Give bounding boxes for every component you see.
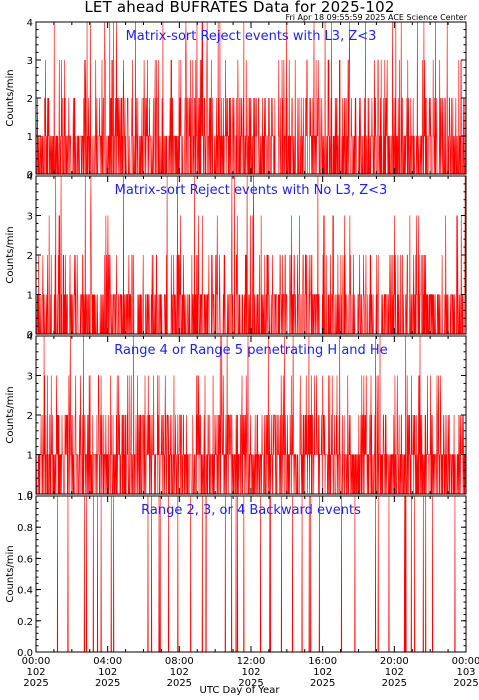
x-tick-label: 2025: [453, 678, 478, 689]
x-tick-label: 2025: [382, 678, 407, 689]
x-tick-label: 00:00: [452, 656, 479, 667]
x-tick-label: 04:00: [93, 656, 122, 667]
y-tick-label: 1: [27, 451, 33, 462]
x-tick-label: 102: [26, 667, 45, 678]
chart-panel-1: 0 1 2 3 4 Counts/min Matrix-sort Reject events…: [5, 18, 467, 181]
x-tick-label: 102: [385, 667, 404, 678]
x-tick-label: 102: [241, 667, 260, 678]
x-tick-label: 00:00: [22, 656, 51, 667]
x-tick-label: 102: [170, 667, 189, 678]
x-tick-label: 2025: [238, 678, 263, 689]
y-tick-label: 0: [27, 330, 33, 341]
y-axis-label: Counts/min: [5, 386, 16, 443]
y-tick-label: 0: [27, 170, 33, 181]
series-line: [36, 495, 466, 653]
chart-panel-3: 0 1 2 3 4 Counts/min Range 4 or Range 5 penetr…: [5, 332, 467, 501]
y-tick-label: 2: [27, 94, 33, 105]
x-tick-label: 20:00: [380, 656, 409, 667]
y-tick-label: 1: [27, 132, 33, 143]
x-axis-label: UTC Day of Year: [199, 685, 280, 696]
y-tick-label: 3: [27, 56, 33, 67]
chart-panel-2: 0 1 2 3 4 Counts/min Matrix-sort Reject events…: [5, 172, 467, 341]
series-line: [36, 21, 466, 175]
y-axis-label: Counts/min: [5, 226, 16, 283]
x-tick-label: 103: [456, 667, 475, 678]
x-tick-label: 2025: [167, 678, 192, 689]
x-tick-label: 2025: [95, 678, 120, 689]
y-tick-label: 0.0: [17, 648, 33, 659]
y-tick-label: 0.8: [17, 523, 33, 534]
y-tick-label: 4: [27, 332, 33, 343]
series-line: [36, 175, 467, 335]
panel-title: Range 2, 3, or 4 Backward events: [141, 503, 361, 518]
panel-title: Matrix-sort Reject events with L3, Z<3: [126, 29, 377, 44]
y-tick-label: 3: [27, 372, 33, 383]
y-axis-label: Counts/min: [5, 545, 16, 602]
chart-panel-4: 0.0 0.2 0.4 0.6 0.8 1.0 Counts/min Range 2, 3, …: [5, 492, 467, 659]
panel-title: Matrix-sort Reject events with No L3, Z<…: [115, 183, 388, 198]
x-tick-label: 102: [98, 667, 117, 678]
y-tick-label: 2: [27, 411, 33, 422]
x-tick-label: 08:00: [165, 656, 194, 667]
y-tick-label: 3: [27, 212, 33, 223]
x-tick-labels: 00:00102202504:00102202508:00102202512:0…: [22, 656, 479, 689]
y-tick-label: 1: [27, 291, 33, 302]
x-tick-label: 12:00: [237, 656, 266, 667]
y-tick-label: 1.0: [17, 492, 33, 503]
y-tick-label: 0.6: [17, 554, 33, 565]
y-tick-label: 4: [27, 18, 33, 29]
panel-title: Range 4 or Range 5 penetrating H and He: [114, 343, 387, 358]
page-title: LET ahead BUFRATES Data for 2025-102: [84, 0, 395, 16]
y-axis-label: Counts/min: [5, 69, 16, 126]
x-tick-label: 102: [313, 667, 332, 678]
x-tick-label: 2025: [23, 678, 48, 689]
x-tick-label: 2025: [310, 678, 335, 689]
y-tick-label: 0.2: [17, 617, 33, 628]
panel-frame: [35, 495, 467, 653]
y-tick-label: 2: [27, 251, 33, 262]
x-tick-label: 16:00: [308, 656, 337, 667]
y-tick-label: 0: [27, 490, 33, 501]
y-tick-label: 4: [27, 172, 33, 183]
timestamp: Fri Apr 18 09:55:59 2025 ACE Science Cen…: [285, 13, 467, 22]
series-line: [35, 335, 466, 495]
y-tick-label: 0.4: [17, 586, 33, 597]
